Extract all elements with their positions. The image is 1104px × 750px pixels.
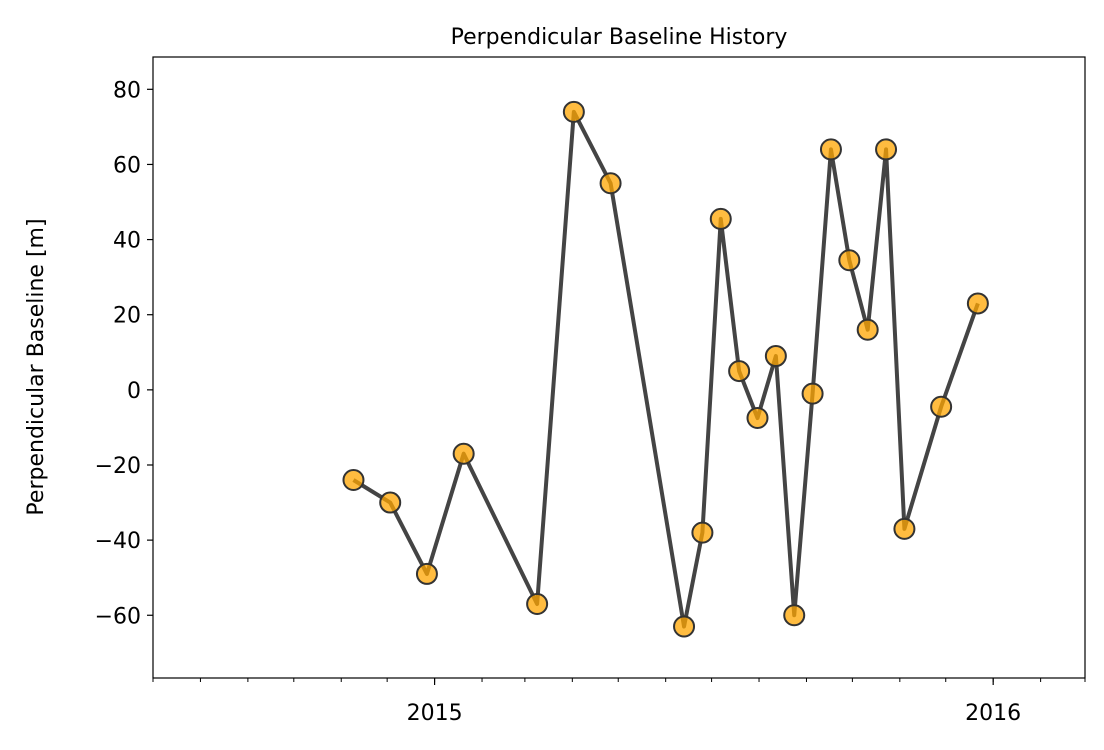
y-tick-label: −60 [95,604,141,629]
data-point [875,138,898,161]
data-point [526,592,549,615]
data-point [801,382,824,405]
data-point [415,562,438,585]
y-tick-label: −40 [95,529,141,554]
plot-frame [152,56,1086,679]
series-line [352,109,980,629]
data-point [966,292,989,315]
data-point [709,207,732,230]
y-tick-label: 0 [127,379,141,404]
y-tick-label: −20 [95,454,141,479]
data-point [599,172,622,195]
data-point [746,407,769,430]
data-point [819,138,842,161]
x-tick-label: 2016 [965,701,1021,726]
data-point [728,360,751,383]
data-point [893,517,916,540]
data-point [452,442,475,465]
data-point [838,249,861,272]
y-tick-label: 80 [113,78,141,103]
data-point [342,469,365,492]
data-point [764,345,787,368]
y-tick-label: 20 [113,304,141,329]
chart-title: Perpendicular Baseline History [451,25,788,50]
data-point [691,521,714,544]
y-tick-label: 40 [113,229,141,254]
data-point [673,615,696,638]
data-point [930,395,953,418]
x-tick-label: 2015 [407,701,463,726]
y-tick-label: 60 [113,153,141,178]
data-point [379,491,402,514]
data-point [783,604,806,627]
data-point [856,318,879,341]
y-axis-label: Perpendicular Baseline [m] [24,218,49,515]
data-point [562,100,585,123]
